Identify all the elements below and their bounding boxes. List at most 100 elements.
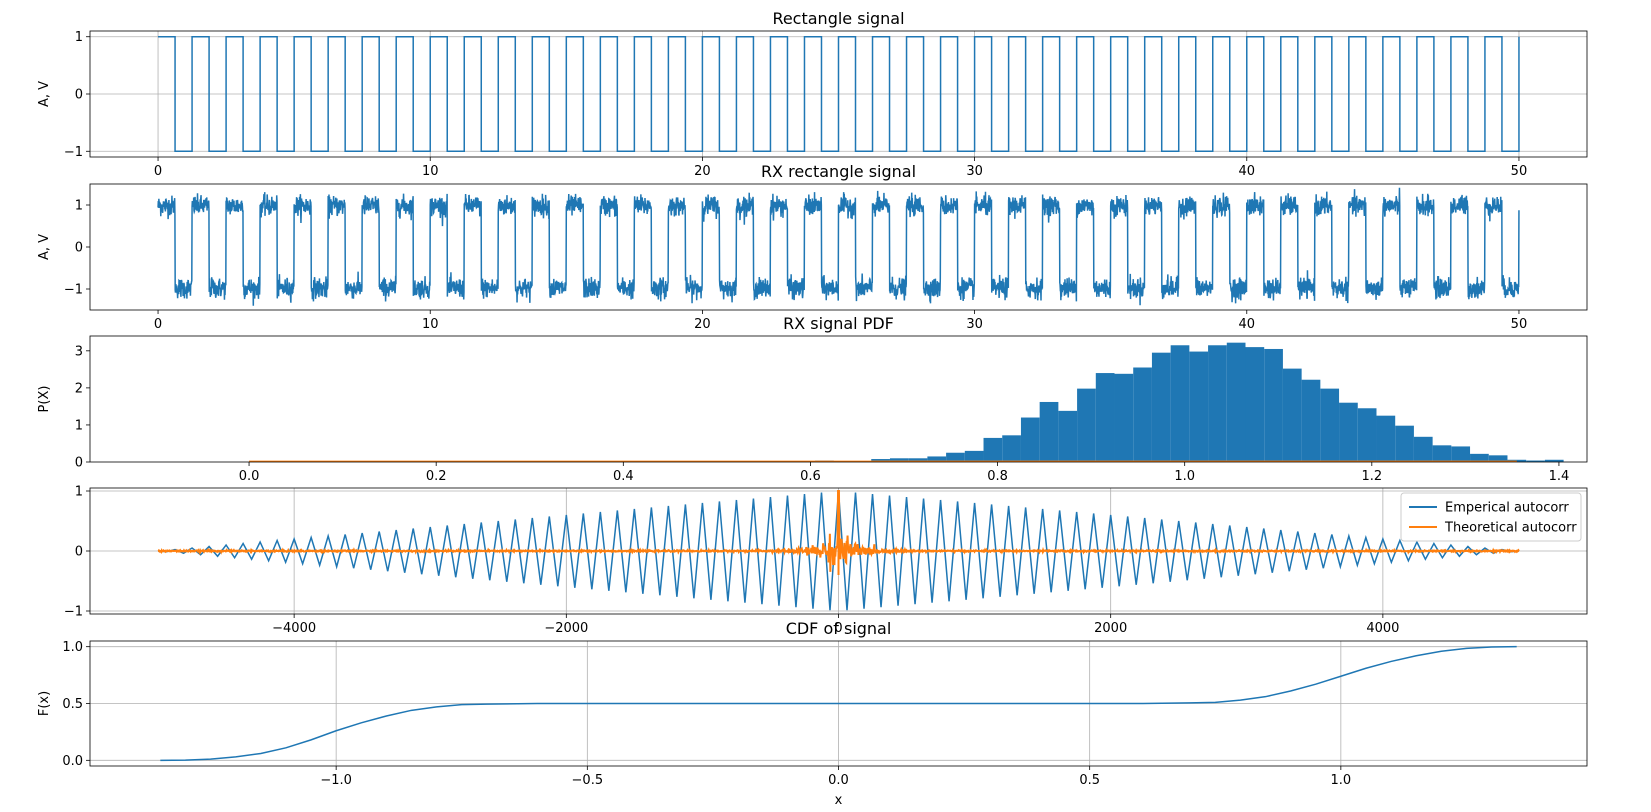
panel-autocorr: Emperical autocorr Theoretical autocorr −4… (64, 485, 1588, 636)
histogram-bar (946, 452, 965, 462)
y-axis-label: P(X) (37, 386, 52, 413)
x-tick-label: −2000 (544, 621, 588, 636)
histogram-bar (1189, 351, 1209, 462)
histogram-bar (1095, 373, 1115, 462)
y-axis-label: A, V (37, 81, 52, 107)
histogram-bar (871, 459, 890, 462)
x-tick-label: 40 (1238, 317, 1255, 332)
histogram-bar (1208, 345, 1227, 462)
x-tick-label: 0.5 (1079, 773, 1100, 788)
x-tick-label: 20 (694, 164, 711, 179)
histogram-bar (1170, 345, 1190, 462)
histogram-bar (1039, 401, 1059, 462)
x-tick-label: 0 (834, 621, 842, 636)
x-tick-label: 20 (694, 317, 711, 332)
y-tick-label: −1 (64, 283, 83, 298)
x-tick-label: 1.0 (1174, 469, 1195, 484)
histogram-bar (964, 450, 984, 462)
histogram-bar (1544, 459, 1564, 462)
x-axis-label: x (835, 793, 843, 808)
histogram-bar (1114, 373, 1134, 462)
x-tick-label: 50 (1511, 164, 1528, 179)
histogram-bar (1488, 455, 1508, 462)
x-tick-label: 40 (1238, 164, 1255, 179)
y-tick-label: 1 (75, 30, 83, 45)
x-tick-label: 10 (422, 164, 439, 179)
panel-title: CDF of signal (786, 619, 892, 638)
x-tick-label: 10 (422, 317, 439, 332)
x-tick-label: 1.2 (1361, 469, 1382, 484)
histogram-bar (1002, 435, 1021, 462)
cdf-line (160, 645, 1517, 762)
histogram-bar (1357, 408, 1377, 462)
y-tick-label: 0 (75, 545, 83, 560)
histogram-bar (983, 437, 1003, 462)
histogram-bar (908, 458, 928, 462)
histogram-bar (1320, 388, 1340, 462)
y-axis-label: F(x) (37, 691, 52, 716)
plot-area (249, 342, 1564, 462)
histogram-bar (1020, 417, 1040, 462)
legend-entry: Emperical autocorr (1445, 501, 1569, 516)
x-tick-label: 0.6 (800, 469, 821, 484)
x-tick-label: 0.0 (828, 773, 849, 788)
x-tick-label: 4000 (1366, 621, 1399, 636)
plot-area (160, 645, 1517, 762)
x-tick-label: 30 (966, 164, 983, 179)
y-tick-label: 0.0 (62, 754, 83, 769)
y-tick-label: −1 (64, 605, 83, 620)
x-tick-label: 1.0 (1331, 773, 1352, 788)
panel-title: Rectangle signal (772, 9, 904, 28)
histogram-bar (1413, 436, 1433, 462)
y-tick-label: 0.5 (62, 697, 83, 712)
x-tick-label: 50 (1511, 317, 1528, 332)
panel-title: RX rectangle signal (761, 162, 916, 181)
histogram-bar (1133, 367, 1152, 462)
panel-rx: 0 10 20 30 40 50 −1 0 1 RX rectangle signal A, V (37, 162, 1588, 332)
plot-area (158, 35, 1520, 153)
y-tick-label: 0 (75, 88, 83, 103)
histogram-bar (1395, 425, 1414, 462)
x-tick-label: 0.2 (426, 469, 447, 484)
x-tick-label: 2000 (1094, 621, 1127, 636)
plot-area (157, 187, 1520, 306)
signal-line (158, 35, 1520, 153)
histogram-bar (1432, 445, 1452, 462)
panel-rect: 0 10 20 30 40 50 −1 0 1 Rectangle signal A, V (37, 9, 1588, 179)
histogram-bar (1339, 402, 1358, 462)
y-tick-label: 1 (75, 418, 83, 433)
legend-box (1400, 492, 1582, 542)
axes-frame (89, 335, 1588, 463)
histogram-bar (1245, 347, 1265, 462)
legend: Emperical autocorr Theoretical autocorr (1400, 492, 1582, 542)
x-tick-label: −0.5 (572, 773, 604, 788)
histogram-bar (1470, 453, 1489, 462)
y-tick-label: 0 (75, 241, 83, 256)
y-tick-label: 1 (75, 199, 83, 214)
x-tick-label: −1.0 (320, 773, 352, 788)
x-tick-label: 0.8 (987, 469, 1008, 484)
histogram-bar (1077, 388, 1096, 462)
x-tick-label: −4000 (272, 621, 316, 636)
y-tick-label: −1 (64, 145, 83, 160)
legend-entry: Theoretical autocorr (1444, 521, 1577, 536)
histogram-bar (1151, 352, 1171, 462)
histogram-bar (1058, 410, 1078, 462)
y-tick-label: 1.0 (62, 640, 83, 655)
y-tick-label: 0 (75, 456, 83, 471)
histogram-bar (1451, 446, 1471, 462)
x-tick-label: 0 (154, 164, 162, 179)
x-tick-label: 0.4 (613, 469, 634, 484)
panel-title: RX signal PDF (783, 314, 894, 333)
histogram-bar (1301, 379, 1321, 462)
panel-pdf: 0.0 0.2 0.4 0.6 0.8 1.0 1.2 1.4 0 1 2 3 RX signal PD… (37, 314, 1588, 484)
y-tick-label: 1 (75, 485, 83, 500)
histogram-bar (927, 456, 947, 462)
histogram-bar (1264, 348, 1283, 462)
panel-cdf: −1.0 −0.5 0.0 0.5 1.0 0.0 0.5 1.0 CDF of signal F… (37, 619, 1588, 808)
histogram-bar (1226, 342, 1246, 462)
y-tick-label: 3 (75, 344, 83, 359)
histogram-bar (1526, 460, 1545, 462)
histogram-bar (889, 458, 909, 462)
